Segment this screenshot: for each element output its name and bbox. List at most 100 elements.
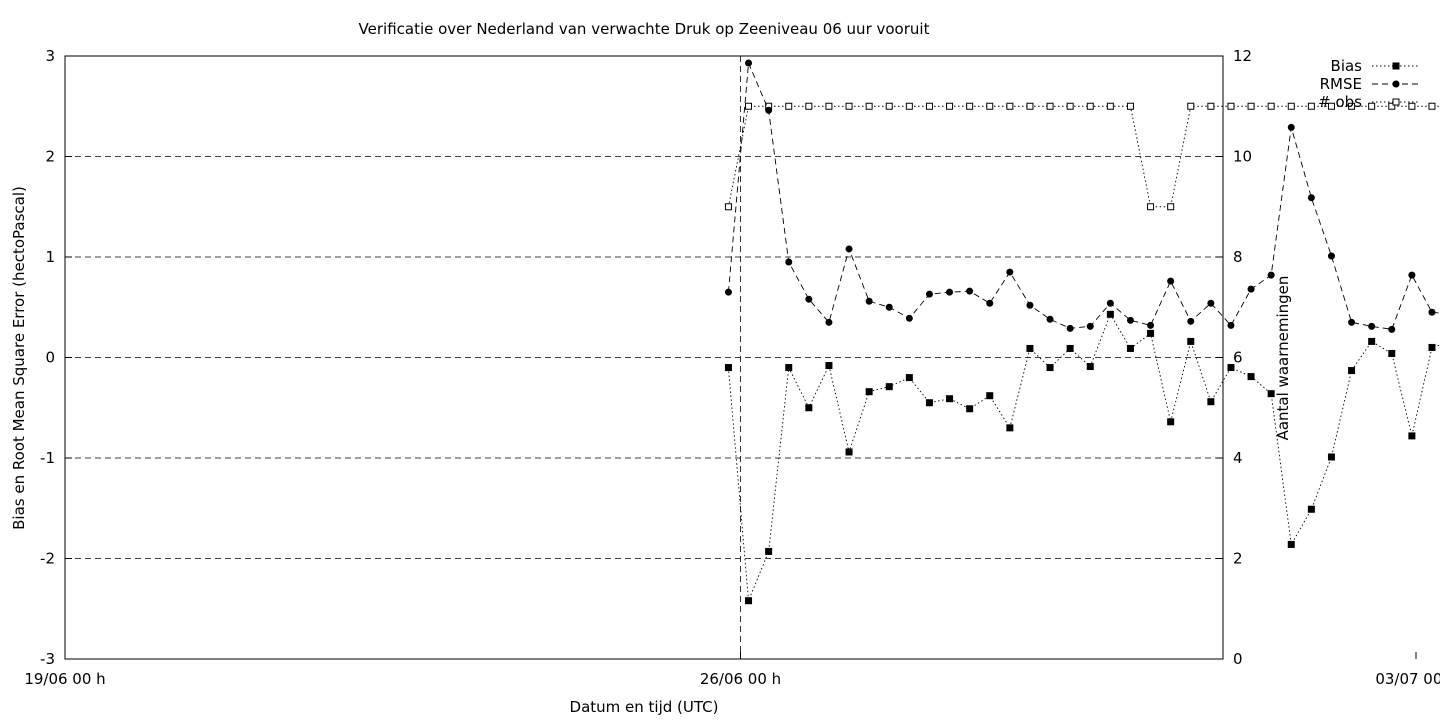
data-point (1368, 102, 1376, 110)
data-point (1006, 268, 1014, 276)
legend-item: # obs (1318, 93, 1420, 111)
data-point (925, 399, 933, 407)
data-point (1388, 349, 1396, 357)
data-point (1267, 390, 1275, 398)
data-point (1086, 322, 1094, 330)
data-point (1026, 344, 1034, 352)
data-point (966, 287, 974, 295)
data-point (1006, 102, 1014, 110)
x-tick-label: 19/06 00 h (24, 670, 105, 688)
data-point (966, 102, 974, 110)
data-point (925, 102, 933, 110)
data-point (1327, 102, 1335, 110)
data-point (1106, 299, 1114, 307)
data-point (865, 297, 873, 305)
data-point (1026, 301, 1034, 309)
y-tick-label: 1 (45, 248, 55, 266)
data-point (905, 314, 913, 322)
data-point (1187, 317, 1195, 325)
legend-marker (1392, 62, 1400, 70)
data-point (1388, 102, 1396, 110)
legend-label: # obs (1318, 93, 1362, 111)
data-point (1267, 271, 1275, 279)
data-point (1086, 363, 1094, 371)
legend-label: Bias (1331, 57, 1363, 75)
y-axis-label: Bias en Root Mean Square Error (hectoPas… (10, 186, 28, 530)
data-point (785, 102, 793, 110)
data-point (1307, 505, 1315, 513)
series-line (727, 105, 1440, 208)
y-tick-label: -3 (40, 650, 55, 668)
data-point (1227, 102, 1235, 110)
data-point (1247, 373, 1255, 381)
y2-tick-label: 4 (1233, 449, 1243, 467)
x-tick-label: 03/07 00 h (1375, 670, 1440, 688)
data-point (1187, 102, 1195, 110)
data-point (905, 102, 913, 110)
data-point (925, 290, 933, 298)
data-point (1066, 102, 1074, 110)
data-point (1147, 321, 1155, 329)
data-point (986, 392, 994, 400)
data-point (805, 295, 813, 303)
data-point (885, 102, 893, 110)
data-point (1106, 310, 1114, 318)
series-layer (724, 59, 1440, 605)
y-tick-label: -1 (40, 449, 55, 467)
data-point (745, 59, 753, 67)
data-point (1247, 102, 1255, 110)
data-point (885, 383, 893, 391)
data-point (1147, 203, 1155, 211)
data-point (1307, 194, 1315, 202)
data-point (986, 102, 994, 110)
data-point (865, 102, 873, 110)
data-point (865, 388, 873, 396)
data-point (845, 448, 853, 456)
y2-tick-label: 0 (1233, 650, 1243, 668)
legend-item: Bias (1331, 57, 1420, 75)
data-point (825, 318, 833, 326)
data-point (1227, 321, 1235, 329)
data-point (1408, 432, 1416, 440)
data-point (1247, 285, 1255, 293)
data-point (1287, 123, 1295, 131)
data-point (785, 258, 793, 266)
series-line (727, 62, 1440, 330)
data-point (1046, 364, 1054, 372)
data-point (1207, 299, 1215, 307)
x-tick-label: 26/06 00 h (700, 670, 781, 688)
data-point (1207, 102, 1215, 110)
data-point (1307, 102, 1315, 110)
data-point (1046, 315, 1054, 323)
y2-tick-label: 12 (1233, 47, 1252, 65)
data-point (745, 597, 753, 605)
data-point (1327, 453, 1335, 461)
data-point (745, 102, 753, 110)
series-rmse (724, 59, 1440, 333)
y2-axis-label: Aantal waarnemingen (1274, 276, 1292, 441)
data-point (825, 102, 833, 110)
data-point (765, 106, 773, 114)
y2-tick-label: 2 (1233, 550, 1243, 568)
grid (65, 56, 1223, 659)
data-point (1348, 102, 1356, 110)
data-point (946, 288, 954, 296)
data-point (1267, 102, 1275, 110)
data-point (1368, 322, 1376, 330)
data-point (1126, 344, 1134, 352)
data-point (1348, 367, 1356, 375)
data-point (1428, 102, 1436, 110)
data-point (1428, 343, 1436, 351)
y-tick-label: -2 (40, 550, 55, 568)
data-point (986, 299, 994, 307)
data-point (966, 405, 974, 413)
data-point (1006, 424, 1014, 432)
data-point (805, 404, 813, 412)
data-point (1187, 337, 1195, 345)
data-point (765, 547, 773, 555)
legend-marker (1392, 80, 1400, 88)
data-point (946, 395, 954, 403)
data-point (1106, 102, 1114, 110)
